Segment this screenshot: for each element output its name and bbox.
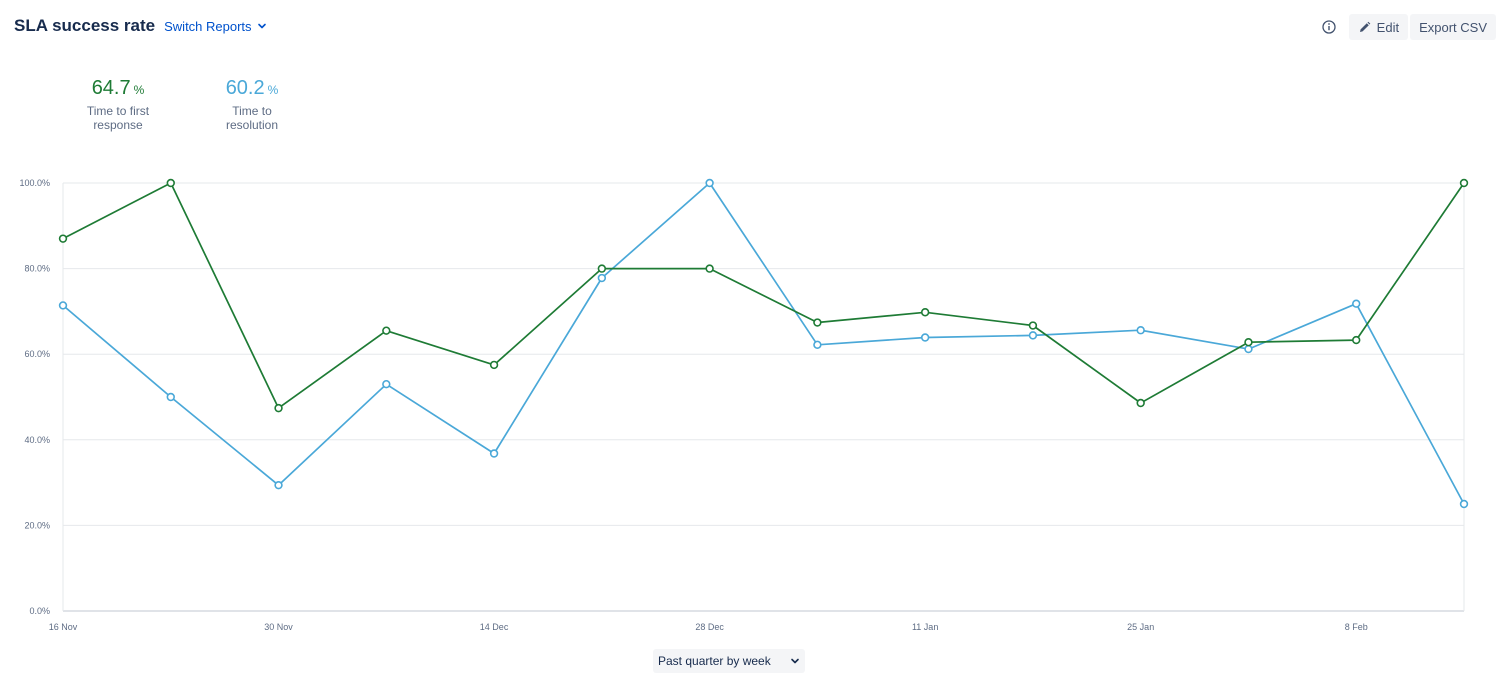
data-point <box>1244 344 1253 354</box>
data-point <box>597 273 607 283</box>
data-point <box>489 449 499 458</box>
data-point <box>166 178 175 188</box>
x-tick-label: 8 Feb <box>1345 622 1368 632</box>
data-point <box>58 301 68 310</box>
metric-first-response: 64.7% Time to first response <box>63 76 173 132</box>
data-point <box>1028 321 1038 330</box>
metric-label: Time to resolution <box>225 104 279 132</box>
data-point <box>382 379 391 389</box>
metric-value-row: 60.2% <box>205 76 299 102</box>
data-point <box>58 234 68 243</box>
metric-value: 64.7 <box>91 77 131 99</box>
data-point <box>1459 178 1469 188</box>
info-icon[interactable] <box>1321 19 1337 35</box>
data-point <box>274 403 283 413</box>
data-point <box>489 360 499 370</box>
x-tick-label: 30 Nov <box>264 622 293 632</box>
data-point <box>597 264 607 273</box>
data-point <box>920 333 930 342</box>
toolbar: Edit Export CSV <box>1321 14 1496 40</box>
x-tick-label: 25 Jan <box>1127 622 1154 632</box>
y-tick-label: 20.0% <box>24 520 50 530</box>
report-header: SLA success rate Switch Reports <box>14 16 267 36</box>
range-select[interactable]: Past quarter by week <box>653 649 805 673</box>
y-tick-label: 60.0% <box>24 349 50 359</box>
data-point <box>382 326 391 335</box>
switch-reports-button[interactable]: Switch Reports <box>164 19 266 34</box>
y-tick-label: 100.0% <box>19 178 50 188</box>
data-point <box>1459 499 1469 509</box>
data-point <box>1136 326 1145 335</box>
edit-button[interactable]: Edit <box>1348 14 1409 40</box>
metric-resolution: 60.2% Time to resolution <box>205 76 299 132</box>
data-point <box>1028 331 1038 340</box>
data-point <box>705 178 714 188</box>
metric-unit: % <box>267 83 279 97</box>
pencil-icon <box>1359 21 1370 32</box>
chevron-down-icon <box>257 23 266 29</box>
edit-label: Edit <box>1376 19 1400 35</box>
metric-unit: % <box>133 83 145 97</box>
y-tick-label: 40.0% <box>24 435 50 445</box>
data-point <box>166 392 175 402</box>
series-line <box>62 182 1465 409</box>
data-point <box>920 308 930 317</box>
data-point <box>813 340 822 349</box>
data-point <box>1352 335 1361 345</box>
x-tick-label: 11 Jan <box>912 622 938 632</box>
x-tick-label: 16 Nov <box>49 622 78 632</box>
metric-label: Time to first response <box>86 104 150 132</box>
metric-value: 60.2 <box>225 77 265 99</box>
data-point <box>1244 338 1253 347</box>
chevron-down-icon <box>791 658 799 664</box>
export-csv-button[interactable]: Export CSV <box>1410 14 1496 40</box>
data-point <box>274 480 283 490</box>
range-select-value: Past quarter by week <box>658 654 771 668</box>
data-point <box>1136 398 1145 408</box>
x-tick-label: 28 Dec <box>695 622 724 632</box>
metric-value-row: 64.7% <box>63 76 173 102</box>
data-point <box>1352 299 1361 308</box>
data-point <box>705 264 714 273</box>
page-title: SLA success rate <box>14 16 156 35</box>
series-line <box>62 182 1465 505</box>
y-tick-label: 80.0% <box>24 264 50 274</box>
x-tick-label: 14 Dec <box>480 622 509 632</box>
switch-reports-label: Switch Reports <box>164 18 252 34</box>
data-point <box>813 318 822 327</box>
y-tick-label: 0.0% <box>29 606 50 616</box>
